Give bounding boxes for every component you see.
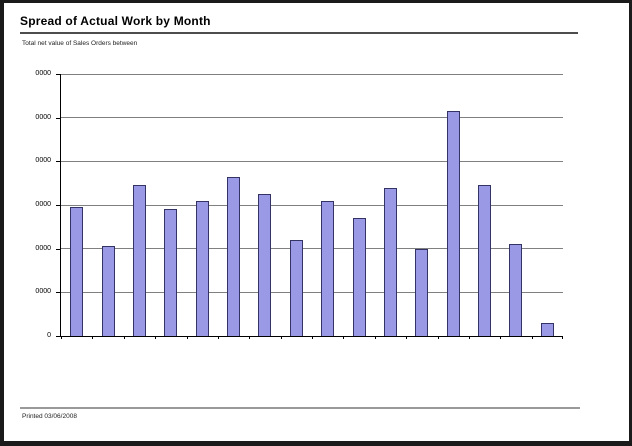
y-axis-tick-label: 0000 — [35, 244, 51, 252]
x-axis-tick — [468, 336, 470, 339]
bar-month-4 — [164, 209, 178, 336]
bar-month-6 — [227, 176, 241, 336]
y-axis-tick — [56, 205, 60, 206]
bar-month-10 — [352, 218, 366, 336]
x-axis-tick — [343, 336, 345, 339]
gridline — [61, 160, 563, 162]
bar-month-8 — [289, 239, 303, 336]
x-axis-tick — [562, 336, 563, 339]
plot-area — [60, 73, 563, 339]
bar-month-11 — [383, 187, 397, 336]
bar-month-2 — [101, 246, 115, 336]
y-axis-tick-label: 0 — [47, 332, 51, 339]
y-axis-tick-label: 0000 — [35, 157, 51, 165]
y-axis-tick — [56, 161, 60, 163]
gridline — [61, 73, 563, 75]
x-axis-tick — [155, 336, 157, 339]
x-axis-tick — [374, 336, 376, 339]
x-axis-tick — [437, 336, 439, 339]
x-axis-tick — [186, 336, 188, 339]
gridline — [61, 117, 563, 119]
bar-month-16 — [540, 322, 554, 336]
bar-month-14 — [478, 185, 492, 336]
y-axis-tick-label: 0000 — [35, 113, 51, 121]
x-axis-tick — [406, 336, 408, 339]
gridline — [61, 204, 563, 206]
x-axis-tick — [312, 336, 313, 339]
y-axis-tick-label: 0000 — [35, 70, 51, 77]
x-axis-tick — [61, 336, 62, 339]
x-axis-tick — [217, 336, 219, 339]
bar-month-7 — [258, 194, 272, 336]
bar-month-1 — [70, 207, 84, 336]
y-axis-tick — [56, 117, 60, 119]
gridline — [61, 291, 563, 293]
x-axis-tick — [500, 336, 502, 339]
x-axis-tick — [123, 336, 125, 339]
y-axis-tick-label: 0000 — [35, 288, 51, 296]
x-axis-tick — [249, 336, 251, 339]
report-subtitle: Total net value of Sales Orders between — [22, 40, 138, 47]
x-axis-tick — [92, 336, 94, 339]
bar-month-12 — [415, 248, 429, 336]
footer-divider — [20, 407, 580, 409]
y-axis-tick — [56, 248, 60, 250]
bar-month-3 — [132, 185, 146, 336]
bar-month-13 — [446, 111, 460, 336]
y-axis-tick — [56, 74, 60, 75]
x-axis-tick — [280, 336, 282, 339]
y-axis-tick-label: 0000 — [35, 201, 51, 208]
bar-month-9 — [321, 200, 335, 336]
bar-month-5 — [195, 200, 209, 336]
y-axis-tick — [56, 336, 60, 337]
y-axis-labels: 0 0000 0000 0000 0000 0000 0000 — [4, 70, 60, 339]
gridline — [61, 248, 563, 250]
x-axis-tick — [531, 336, 533, 339]
report-title: Spread of Actual Work by Month — [20, 14, 578, 34]
y-axis-tick — [56, 292, 60, 294]
footer-printed-date: Printed 03/06/2008 — [22, 413, 77, 420]
bar-month-15 — [509, 244, 523, 336]
